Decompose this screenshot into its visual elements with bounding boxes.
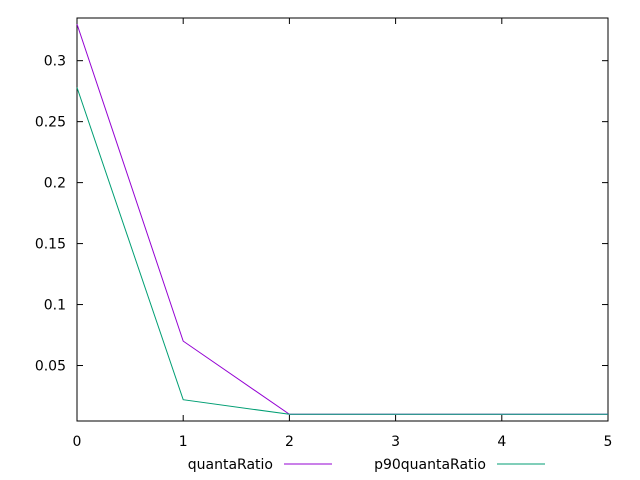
legend: quantaRatio p90quantaRatio bbox=[188, 457, 545, 473]
y-tick-label: 0.25 bbox=[35, 115, 66, 131]
y-tick-label: 0.3 bbox=[44, 54, 66, 70]
series-line-p90quantaRatio bbox=[76, 87, 608, 415]
x-tick-label: 3 bbox=[391, 434, 400, 450]
series-lines bbox=[76, 23, 608, 415]
x-tick-label: 0 bbox=[73, 434, 82, 450]
legend-label-quantaRatio: quantaRatio bbox=[188, 457, 273, 473]
y-axis-ticks: 0.05 0.1 0.15 0.2 0.25 0.3 bbox=[35, 54, 608, 375]
x-tick-label: 4 bbox=[497, 434, 506, 450]
y-tick-label: 0.2 bbox=[44, 176, 66, 192]
plot-frame bbox=[76, 17, 609, 422]
y-tick-label: 0.05 bbox=[35, 359, 66, 375]
x-tick-label: 2 bbox=[285, 434, 294, 450]
y-tick-label: 0.1 bbox=[44, 298, 66, 314]
x-axis-ticks: 0 1 2 3 4 5 bbox=[73, 18, 613, 450]
legend-label-p90quantaRatio: p90quantaRatio bbox=[374, 457, 486, 473]
series-line-quantaRatio bbox=[76, 23, 608, 415]
x-tick-label: 1 bbox=[179, 434, 188, 450]
x-tick-label: 5 bbox=[604, 434, 613, 450]
y-tick-label: 0.15 bbox=[35, 237, 66, 253]
